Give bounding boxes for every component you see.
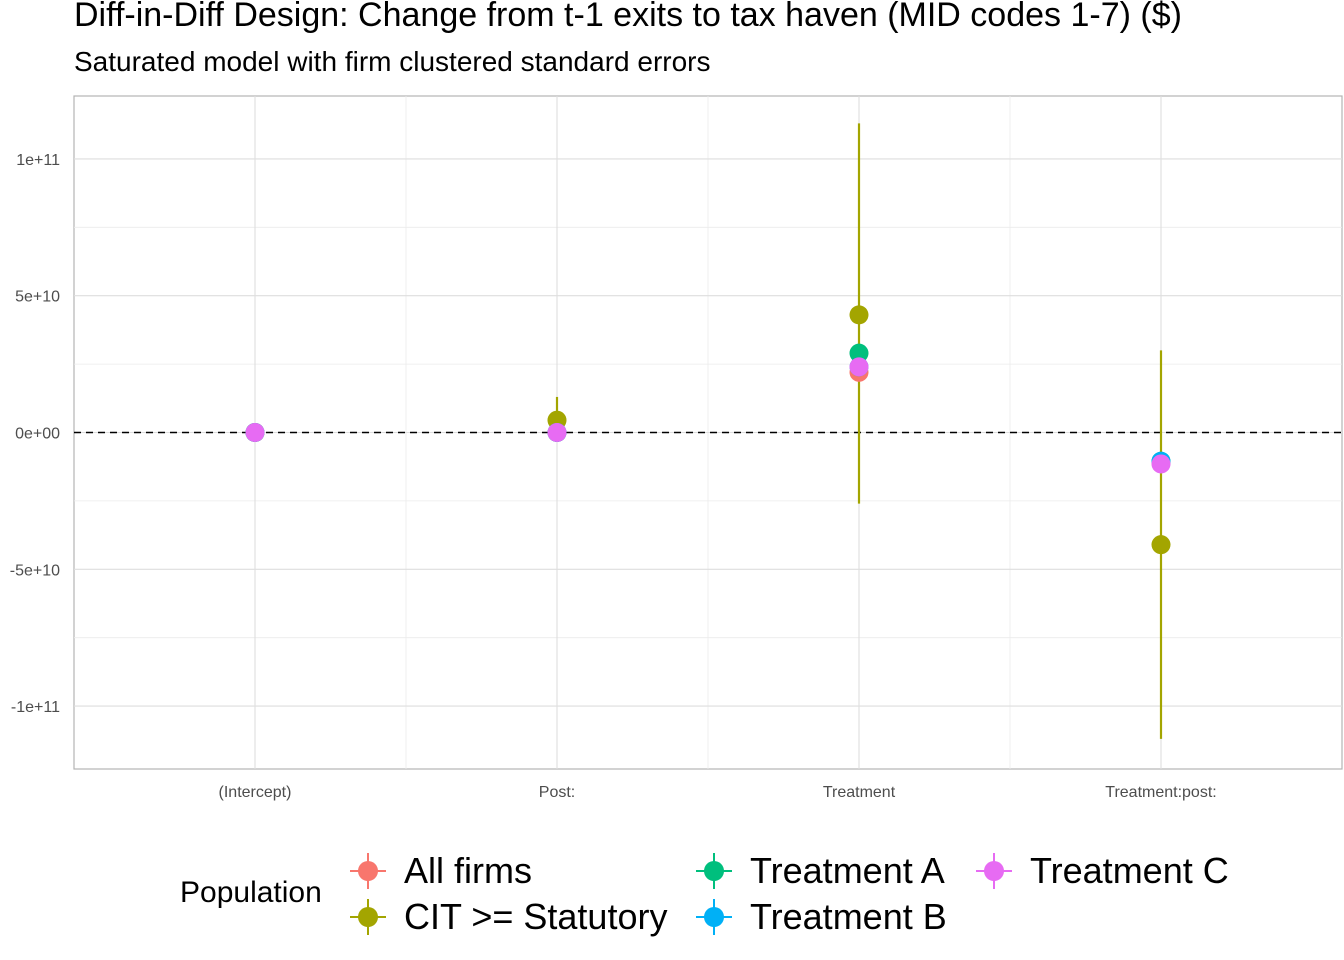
x-tick-label: (Intercept) xyxy=(219,784,292,801)
legend-label-all-firms: All firms xyxy=(404,850,532,891)
legend-item-treatment-c: Treatment C xyxy=(974,850,1229,892)
legend-item-treatment-a: Treatment A xyxy=(694,850,945,892)
legend-key-glyph xyxy=(350,853,386,889)
x-tick-label: Treatment:post: xyxy=(1105,784,1216,801)
data-points xyxy=(245,305,1171,555)
chart-subtitle: Saturated model with firm clustered stan… xyxy=(74,46,711,77)
y-tick-label: -5e+10 xyxy=(10,562,60,579)
legend-key-treatment-c xyxy=(974,851,1014,891)
legend-key-dot xyxy=(358,861,378,881)
legend-key-treatment-a xyxy=(694,851,734,891)
data-point xyxy=(849,343,869,363)
data-point xyxy=(849,305,869,325)
legend-key-treatment-b xyxy=(694,897,734,937)
legend-key-glyph xyxy=(976,853,1012,889)
legend-key-cit-statutory xyxy=(348,897,388,937)
legend-label-treatment-b: Treatment B xyxy=(750,896,947,937)
data-point xyxy=(547,423,567,442)
data-point xyxy=(1151,454,1171,474)
chart-title: Diff-in-Diff Design: Change from t-1 exi… xyxy=(74,0,1182,34)
tick-labels: -1e+11 -5e+10 0e+00 5e+10 1e+11 (Intercept) Po… xyxy=(10,152,1217,801)
y-tick-label: 1e+11 xyxy=(16,152,60,169)
legend-key-dot xyxy=(358,907,378,927)
legend-key-dot xyxy=(704,861,724,881)
data-point xyxy=(245,423,265,442)
data-point xyxy=(849,357,869,377)
legend-key-glyph xyxy=(696,853,732,889)
legend-label-cit-statutory: CIT >= Statutory xyxy=(404,896,668,937)
legend-item-treatment-b: Treatment B xyxy=(694,896,947,938)
y-tick-label: -1e+11 xyxy=(11,699,60,716)
plot-area: -1e+11 -5e+10 0e+00 5e+10 1e+11 (Intercept) Po… xyxy=(10,95,1343,801)
legend-label-treatment-c: Treatment C xyxy=(1030,850,1229,891)
legend-key-glyph xyxy=(350,899,386,935)
legend-title: Population xyxy=(180,876,322,909)
legend-item-all-firms: All firms xyxy=(348,850,532,892)
x-tick-label: Treatment xyxy=(823,784,896,801)
legend-key-dot xyxy=(984,861,1004,881)
legend-label-treatment-a: Treatment A xyxy=(750,850,945,891)
legend-key-dot xyxy=(704,907,724,927)
y-tick-label: 5e+10 xyxy=(15,289,60,306)
y-tick-label: 0e+00 xyxy=(15,426,60,443)
x-tick-label: Post: xyxy=(539,784,575,801)
data-point xyxy=(1151,535,1171,555)
legend-key-glyph xyxy=(696,899,732,935)
legend-item-cit-statutory: CIT >= Statutory xyxy=(348,896,667,938)
legend-key-all-firms xyxy=(348,851,388,891)
